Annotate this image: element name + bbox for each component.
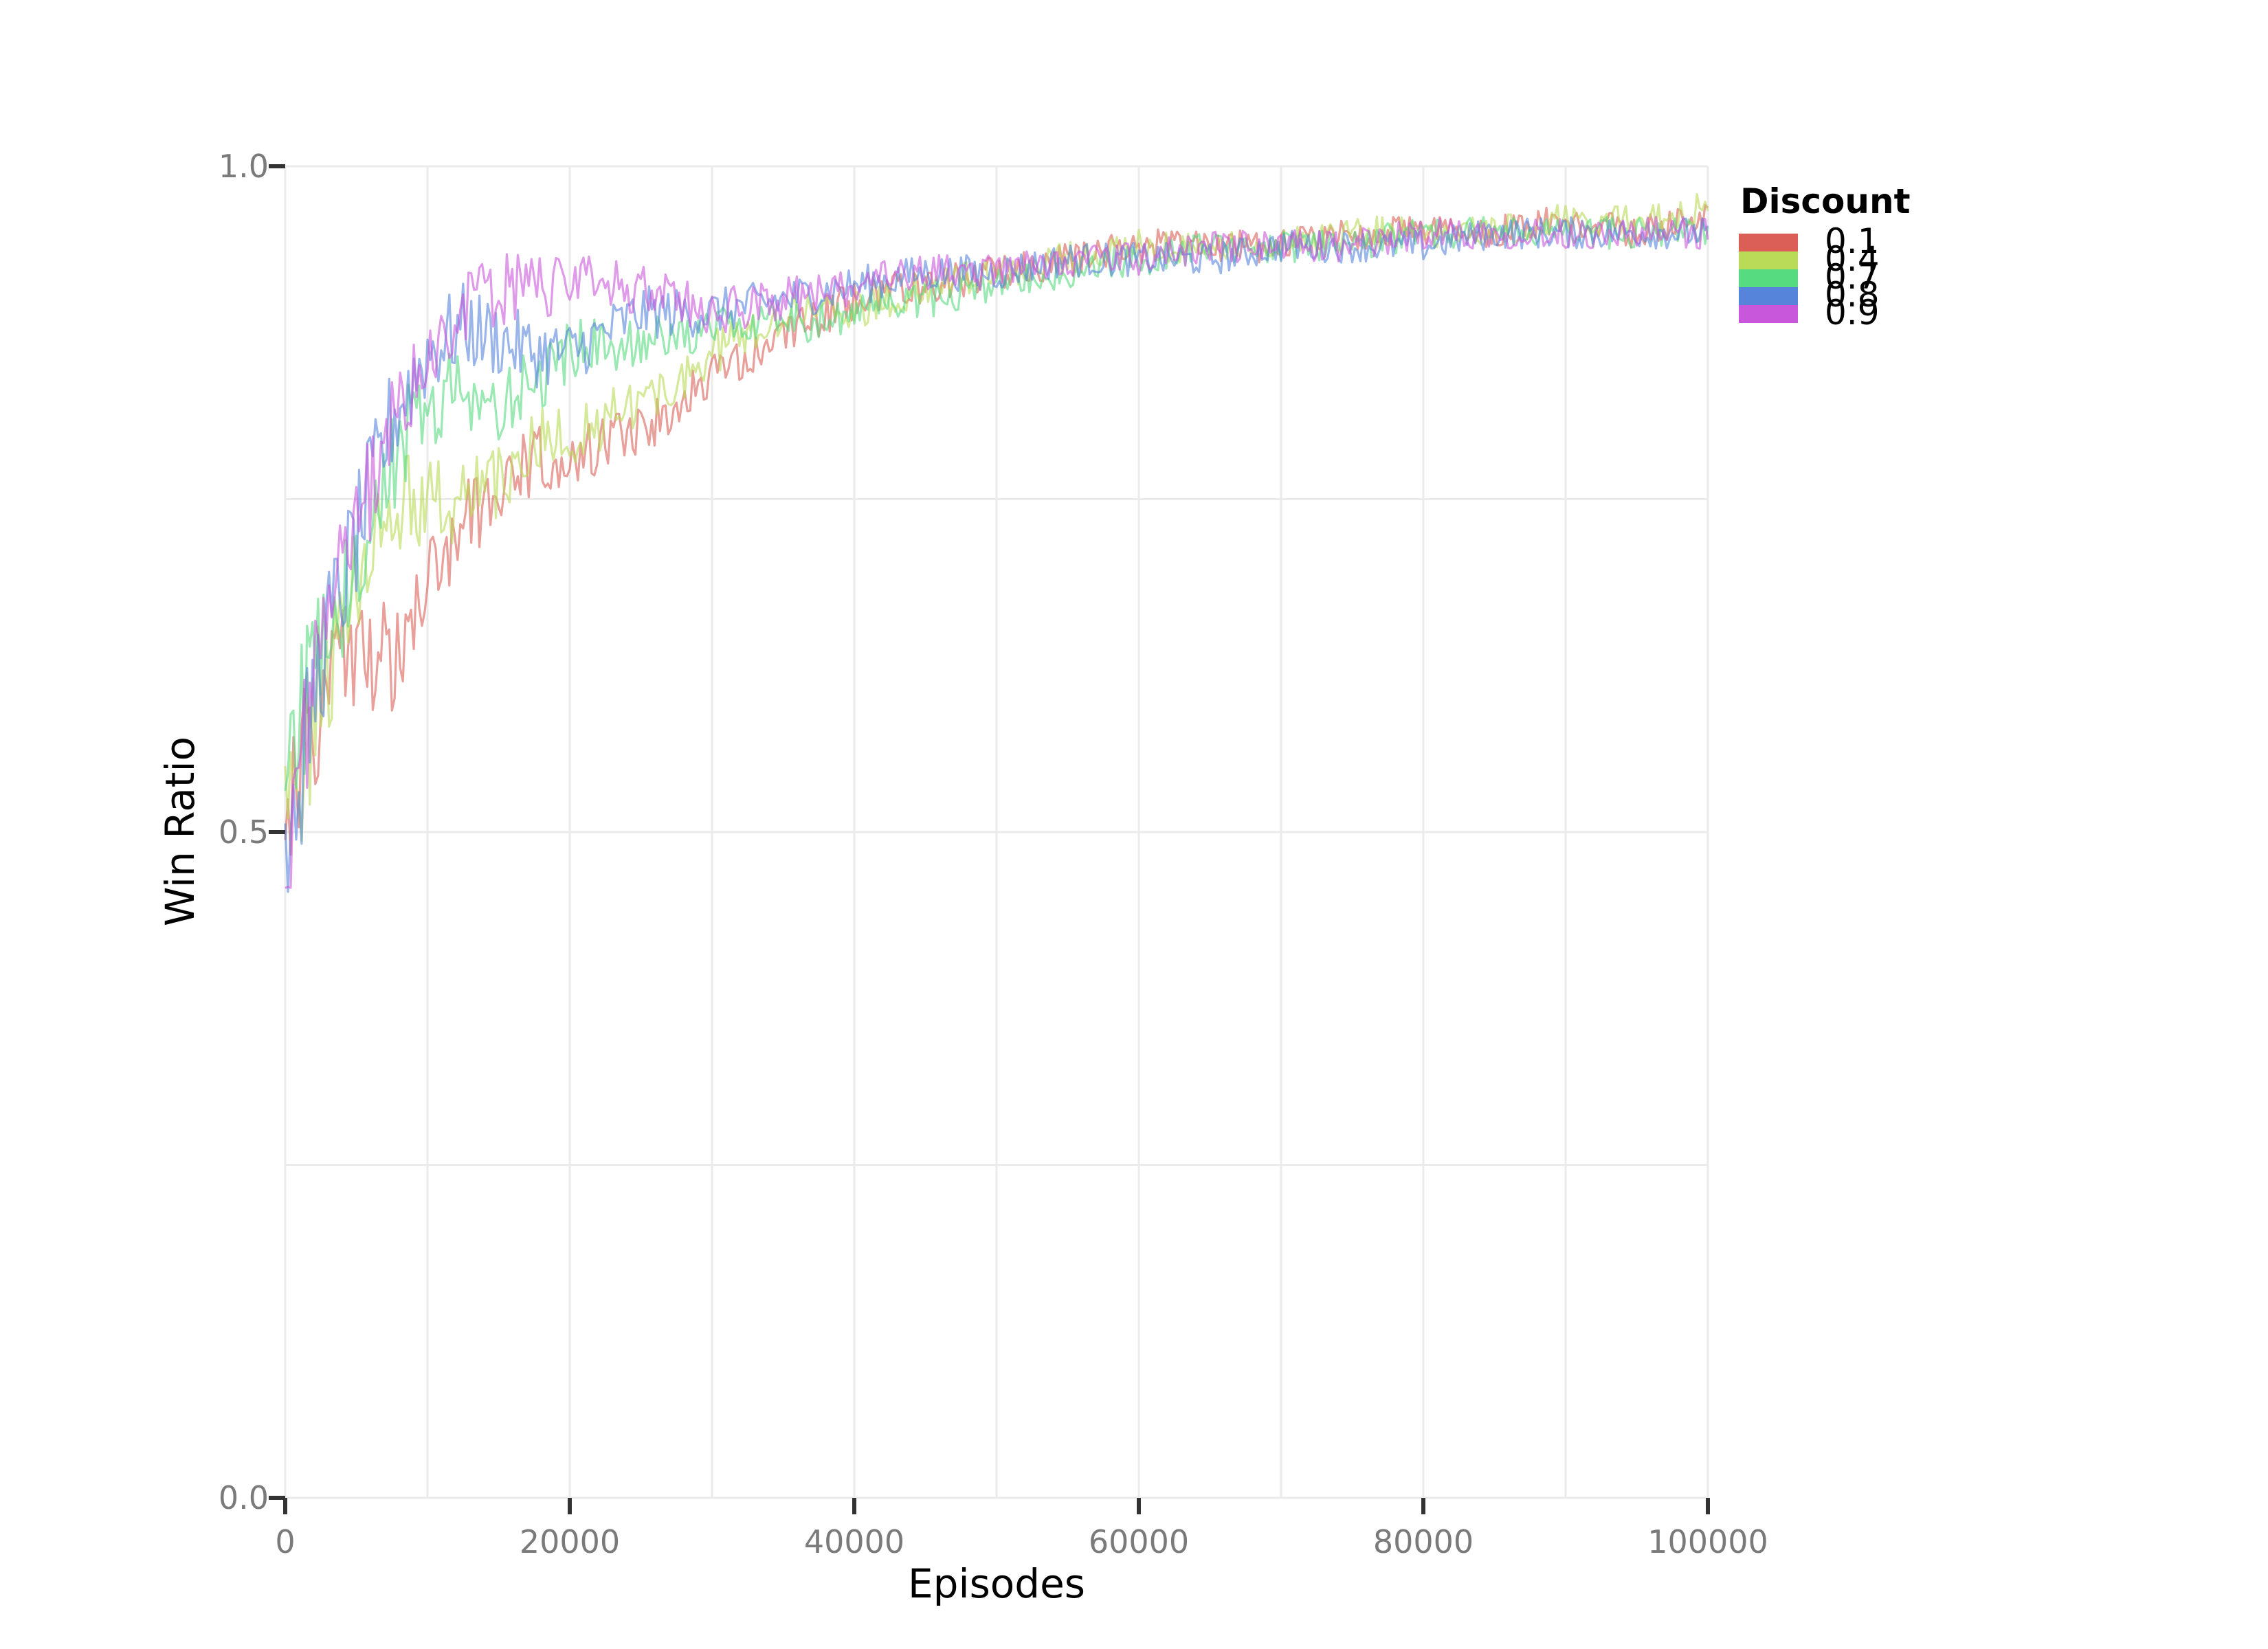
x-axis-title: Episodes: [908, 1560, 1085, 1607]
grid: [284, 165, 1709, 1499]
legend-swatch-0.7: [1739, 269, 1798, 287]
legend-swatch-0.4: [1739, 251, 1798, 269]
y-tick-label-1: 0.5: [219, 814, 269, 851]
series-lines: [284, 193, 1709, 893]
series-line-0.9: [285, 216, 1709, 889]
legend-label-0.8: 0.8: [1825, 275, 1880, 315]
x-tick-label-1: 20000: [520, 1523, 620, 1560]
y-tick-label-2: 1.0: [219, 148, 269, 185]
x-tick-label-4: 80000: [1373, 1523, 1474, 1560]
x-tick-label-3: 60000: [1089, 1523, 1189, 1560]
legend-swatch-0.8: [1739, 287, 1798, 305]
axes: 0 20000 40000 60000 80000 100000 0.0 0.5 1.0: [219, 148, 1768, 1560]
legend-label-0.1: 0.1: [1825, 221, 1880, 261]
x-tick-label-0: 0: [275, 1523, 295, 1560]
legend-label-0.7: 0.7: [1825, 257, 1880, 297]
legend-swatch-0.1: [1739, 234, 1798, 251]
series-line-0.8: [284, 216, 1709, 893]
legend-title: Discount: [1740, 181, 1911, 221]
x-tick-label-2: 40000: [804, 1523, 904, 1560]
legend-label-0.9: 0.9: [1825, 293, 1880, 333]
series-line-0.7: [284, 216, 1709, 792]
legend-label-0.4: 0.4: [1825, 239, 1880, 279]
x-tick-label-5: 100000: [1647, 1523, 1768, 1560]
legend: Discount 0.10.40.70.80.9: [1739, 181, 1911, 333]
y-tick-label-0: 0.0: [219, 1479, 269, 1516]
y-axis-title: Win Ratio: [157, 737, 203, 926]
legend-swatch-0.9: [1739, 305, 1798, 323]
